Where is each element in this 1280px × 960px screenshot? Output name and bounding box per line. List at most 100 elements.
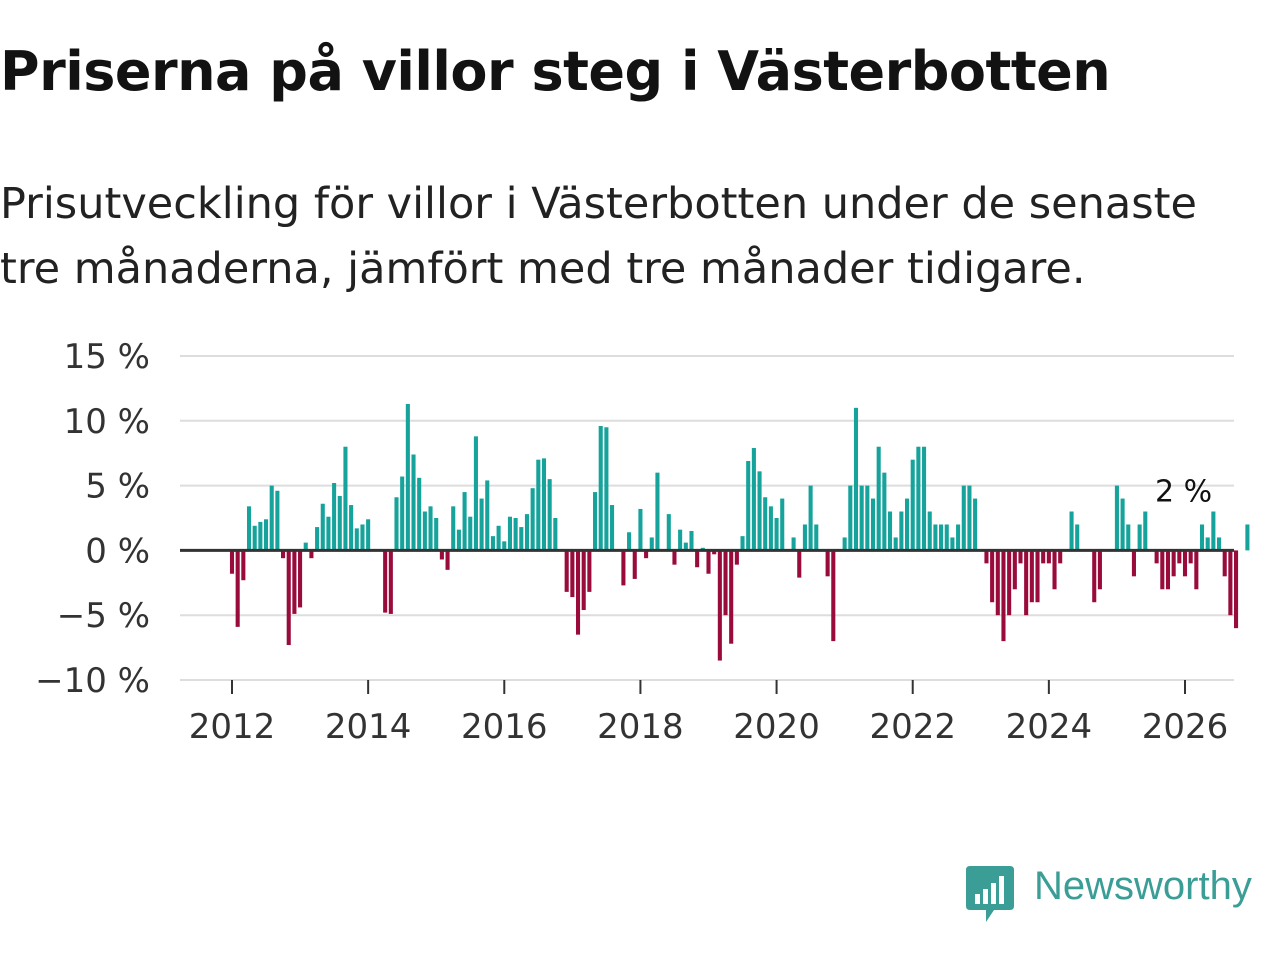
bar	[638, 508, 643, 551]
bar	[456, 529, 461, 551]
bar	[632, 550, 637, 579]
bar	[899, 511, 904, 551]
bar	[848, 485, 853, 551]
bar	[695, 550, 700, 568]
bar	[734, 550, 739, 565]
bar	[1165, 550, 1171, 590]
bar	[1143, 511, 1148, 551]
bar	[649, 537, 654, 551]
bar	[717, 550, 722, 661]
bar	[320, 503, 325, 551]
bar	[944, 524, 949, 551]
bar	[1097, 550, 1102, 590]
y-tick-label: 5 %	[85, 467, 150, 507]
bar	[235, 550, 240, 627]
bar	[541, 458, 547, 551]
bar	[292, 550, 297, 614]
bar	[644, 550, 649, 559]
chart-subtitle: Prisutveckling för villor i Västerbotten…	[0, 179, 1197, 294]
bar	[434, 518, 439, 551]
bar	[303, 542, 308, 551]
newsworthy-logo: Newsworthy	[964, 864, 1280, 928]
bar	[1211, 511, 1216, 551]
bar	[887, 511, 893, 551]
bar	[1182, 550, 1188, 577]
bar	[746, 460, 751, 551]
bar	[400, 476, 405, 551]
bar	[252, 525, 257, 551]
bar	[422, 511, 427, 551]
bar	[956, 524, 961, 551]
x-tick-label: 2024	[1006, 707, 1093, 747]
y-tick-label: −10 %	[35, 661, 150, 701]
bar	[1046, 550, 1051, 564]
bar	[366, 519, 371, 551]
bar	[241, 550, 246, 581]
bar	[281, 550, 286, 559]
bar	[1018, 550, 1023, 564]
bar	[797, 550, 802, 578]
bar	[439, 550, 444, 560]
bar	[326, 516, 331, 551]
bar	[445, 550, 450, 570]
x-tick-label: 2026	[1142, 707, 1229, 747]
bar	[706, 550, 711, 574]
y-axis-ticks: 15 % 10 % 5 % 0 % −5 % −10 %	[35, 337, 150, 701]
bar	[275, 490, 280, 551]
bar	[1131, 550, 1136, 577]
bar	[666, 514, 671, 551]
bar	[627, 532, 632, 551]
bar	[286, 550, 291, 646]
bar	[1114, 485, 1119, 551]
bar	[1228, 550, 1233, 616]
bar	[882, 472, 887, 551]
x-axis-ticks: 2012 2014 2016 2018 2020 2022 2024 2026	[189, 680, 1229, 747]
bar	[768, 506, 773, 551]
bar	[961, 485, 966, 551]
bar	[309, 550, 314, 559]
bar	[1160, 550, 1165, 590]
bar	[1052, 550, 1057, 590]
bar	[791, 537, 796, 551]
y-tick-label: 10 %	[64, 402, 150, 442]
bar	[354, 528, 359, 551]
last-value-label: 2 %	[1155, 475, 1212, 510]
bar	[360, 524, 365, 551]
bar	[729, 550, 734, 644]
bar	[405, 403, 410, 551]
bar	[825, 550, 830, 577]
bar	[1194, 550, 1199, 590]
bar	[394, 497, 399, 551]
bar	[853, 407, 859, 551]
bar	[258, 521, 263, 551]
bar	[865, 485, 870, 551]
x-tick-label: 2014	[325, 707, 412, 747]
bar	[831, 550, 836, 642]
bar	[593, 492, 598, 551]
bar	[939, 524, 944, 551]
bar	[1007, 550, 1012, 616]
bar	[893, 537, 898, 551]
bar	[802, 524, 807, 551]
bar	[246, 506, 252, 551]
bar	[263, 519, 269, 551]
bar	[519, 527, 524, 551]
data-labels: 2 %	[1155, 475, 1212, 510]
y-tick-label: −5 %	[57, 596, 150, 636]
bar	[774, 518, 779, 551]
bar	[587, 550, 592, 592]
bar	[757, 471, 762, 551]
bar	[842, 537, 847, 551]
bar	[598, 425, 603, 551]
bar	[1222, 550, 1227, 577]
bar	[1188, 550, 1193, 564]
bar	[922, 446, 927, 551]
bar	[485, 480, 490, 551]
bar	[490, 536, 495, 551]
bar	[1126, 524, 1131, 551]
bar	[269, 485, 274, 551]
bar	[905, 498, 910, 551]
bar	[564, 550, 569, 592]
bar	[859, 485, 864, 551]
bar	[1075, 524, 1080, 551]
